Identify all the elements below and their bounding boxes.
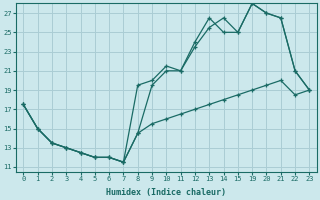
X-axis label: Humidex (Indice chaleur): Humidex (Indice chaleur) [106,188,226,197]
